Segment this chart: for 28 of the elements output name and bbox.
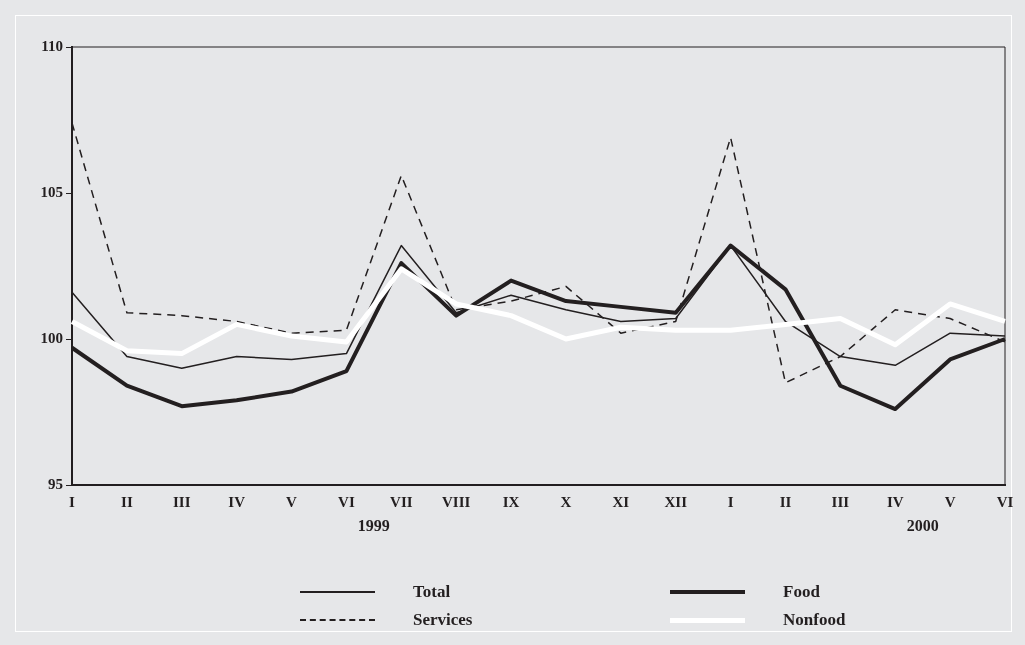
x-tick-label: IX bbox=[502, 493, 520, 510]
y-tick-label: 100 bbox=[40, 329, 63, 346]
x-tick-label: VI bbox=[996, 493, 1014, 510]
x-tick-label: IV bbox=[886, 493, 904, 510]
y-tick-label: 95 bbox=[48, 475, 63, 492]
x-tick-label: V bbox=[286, 493, 298, 510]
x-tick-label: VI bbox=[338, 493, 355, 510]
x-tick-label: III bbox=[831, 493, 850, 510]
x-tick-label: IV bbox=[228, 493, 246, 510]
text: 1999 bbox=[357, 517, 390, 535]
x-tick-label: I bbox=[727, 493, 734, 510]
x-tick-label: VII bbox=[390, 493, 413, 510]
legend-label: Services bbox=[413, 610, 473, 630]
y-tick-label: 110 bbox=[41, 37, 63, 54]
x-tick-label: II bbox=[121, 493, 133, 510]
legend-label: Nonfood bbox=[783, 610, 846, 630]
legend-label: Food bbox=[783, 582, 820, 602]
x-tick-label: XI bbox=[612, 493, 630, 510]
x-tick-label: X bbox=[560, 493, 572, 510]
x-tick-label: XII bbox=[664, 493, 688, 510]
y-tick-label: 105 bbox=[40, 183, 63, 200]
x-tick-label: II bbox=[779, 493, 792, 510]
text: 2000 bbox=[906, 517, 939, 535]
legend-label: Total bbox=[413, 582, 451, 602]
x-tick-label: VIII bbox=[442, 493, 471, 510]
x-tick-label: V bbox=[944, 493, 956, 510]
x-tick-label: III bbox=[173, 493, 191, 510]
x-tick-label: I bbox=[69, 493, 76, 510]
